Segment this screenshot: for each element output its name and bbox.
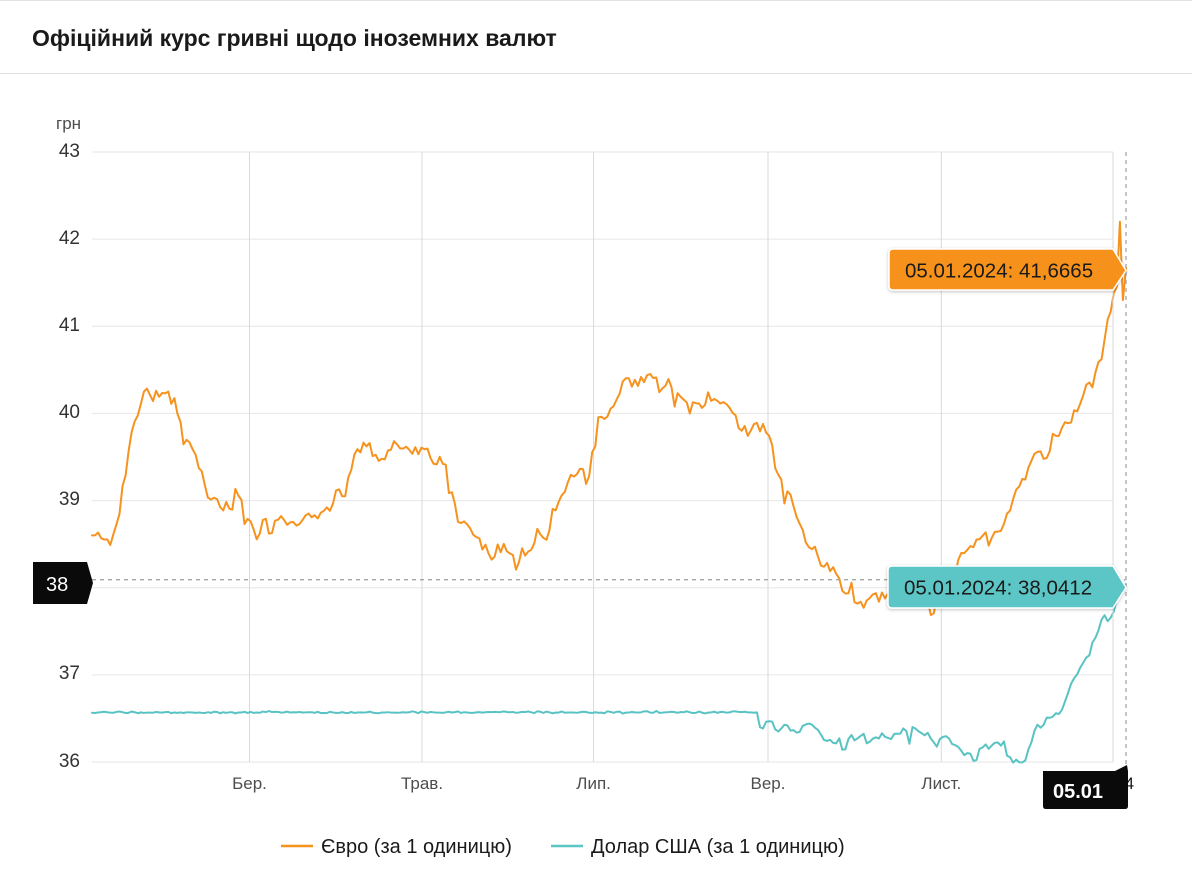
svg-text:43: 43 — [59, 141, 80, 162]
svg-text:Лист.: Лист. — [921, 774, 961, 793]
svg-text:37: 37 — [59, 663, 80, 684]
svg-text:40: 40 — [59, 402, 80, 423]
svg-text:Долар США (за 1 одиницю): Долар США (за 1 одиницю) — [591, 836, 845, 858]
svg-text:05.01.2024: 38,0412: 05.01.2024: 38,0412 — [904, 577, 1092, 600]
svg-text:38: 38 — [46, 574, 68, 596]
svg-text:41: 41 — [59, 315, 80, 336]
svg-text:Бер.: Бер. — [232, 774, 267, 793]
svg-text:39: 39 — [59, 489, 80, 510]
svg-text:Лип.: Лип. — [576, 774, 611, 793]
svg-text:грн: грн — [56, 114, 81, 133]
svg-text:42: 42 — [59, 228, 80, 249]
svg-text:36: 36 — [59, 751, 80, 772]
svg-text:Євро (за 1 одиницю): Євро (за 1 одиницю) — [321, 836, 512, 858]
svg-text:05.01: 05.01 — [1053, 781, 1103, 803]
svg-text:Вер.: Вер. — [751, 774, 786, 793]
svg-text:Трав.: Трав. — [401, 774, 443, 793]
svg-text:05.01.2024: 41,6665: 05.01.2024: 41,6665 — [905, 260, 1093, 283]
